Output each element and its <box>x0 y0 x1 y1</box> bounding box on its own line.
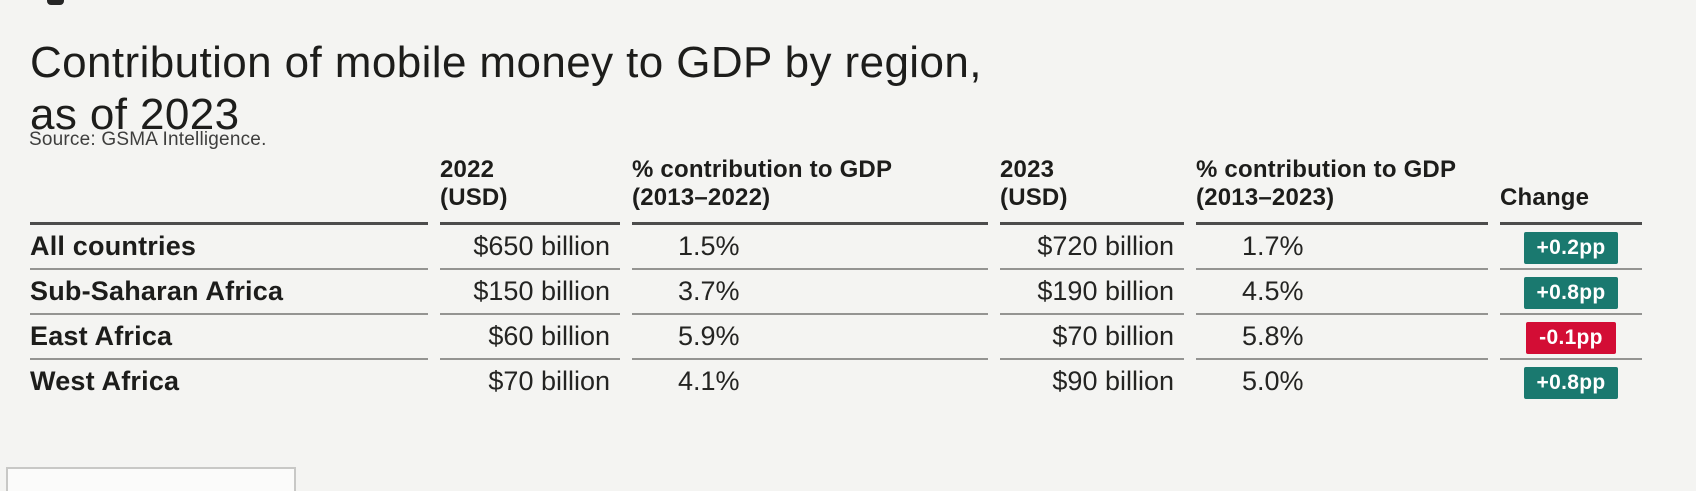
usd-2022-cell: $70 billion <box>488 366 610 397</box>
table-header-row: 2022 (USD) % contribution to GDP (2013–2… <box>30 156 1642 226</box>
usd-2022-cell: $150 billion <box>440 270 620 316</box>
column-header-pct-2013-2022: % contribution to GDP (2013–2022) <box>632 156 988 226</box>
column-header-2023-usd: 2023 (USD) <box>1000 156 1184 226</box>
gdp-contribution-table-wrap: 2022 (USD) % contribution to GDP (2013–2… <box>18 156 1654 405</box>
change-cell: +0.2pp <box>1500 225 1642 271</box>
table-row: Sub-Saharan Africa $150 billion 3.7% $190 b… <box>30 270 1642 316</box>
column-header-pct-2013-2023: % contribution to GDP (2013–2023) <box>1196 156 1488 226</box>
usd-2023-cell: $190 billion <box>1000 270 1184 316</box>
column-header-2022-usd: 2022 (USD) <box>440 156 620 226</box>
page-title: Contribution of mobile money to GDP by r… <box>30 38 982 139</box>
column-header-change: Change <box>1500 156 1642 226</box>
change-cell: -0.1pp <box>1500 315 1642 361</box>
pct-2013-2022-cell: 1.5% <box>632 225 988 271</box>
usd-2023-cell: $70 billion <box>1000 315 1184 361</box>
pct-2013-2023-cell: 5.8% <box>1196 315 1488 361</box>
region-cell: All countries <box>30 225 428 271</box>
cutoff-text-fragment <box>47 0 64 5</box>
change-badge: -0.1pp <box>1526 321 1616 354</box>
region-cell: East Africa <box>30 315 428 361</box>
column-header-region <box>30 156 428 226</box>
change-badge: +0.8pp <box>1523 276 1619 309</box>
usd-2023-cell: $90 billion <box>1052 366 1174 397</box>
gdp-contribution-table: 2022 (USD) % contribution to GDP (2013–2… <box>18 156 1654 405</box>
table-row: All countries $650 billion 1.5% $720 billio… <box>30 225 1642 271</box>
pct-2013-2022-cell: 3.7% <box>632 270 988 316</box>
usd-2022-cell: $650 billion <box>440 225 620 271</box>
change-cell: +0.8pp <box>1500 270 1642 316</box>
source-note: Source: GSMA Intelligence. <box>29 129 267 150</box>
change-badge: +0.8pp <box>1523 366 1619 399</box>
pct-2013-2023-cell: 1.7% <box>1196 225 1488 271</box>
table-row: West Africa $70 billion 4.1% $90 billion 5.0… <box>30 360 1642 405</box>
usd-2022-cell: $60 billion <box>440 315 620 361</box>
usd-2023-cell: $720 billion <box>1000 225 1184 271</box>
pct-2013-2023-cell: 4.5% <box>1196 270 1488 316</box>
change-cell: +0.8pp <box>1500 360 1642 405</box>
pct-2013-2022-cell: 4.1% <box>678 366 740 397</box>
pct-2013-2022-cell: 5.9% <box>632 315 988 361</box>
table-body: All countries $650 billion 1.5% $720 billio… <box>30 225 1642 405</box>
region-cell: Sub-Saharan Africa <box>30 270 428 316</box>
table-row: East Africa $60 billion 5.9% $70 billion 5.8… <box>30 315 1642 361</box>
change-badge: +0.2pp <box>1523 231 1619 264</box>
cutoff-bottom-box <box>6 467 296 491</box>
pct-2013-2023-cell: 5.0% <box>1242 366 1304 397</box>
region-cell: West Africa <box>30 366 180 397</box>
